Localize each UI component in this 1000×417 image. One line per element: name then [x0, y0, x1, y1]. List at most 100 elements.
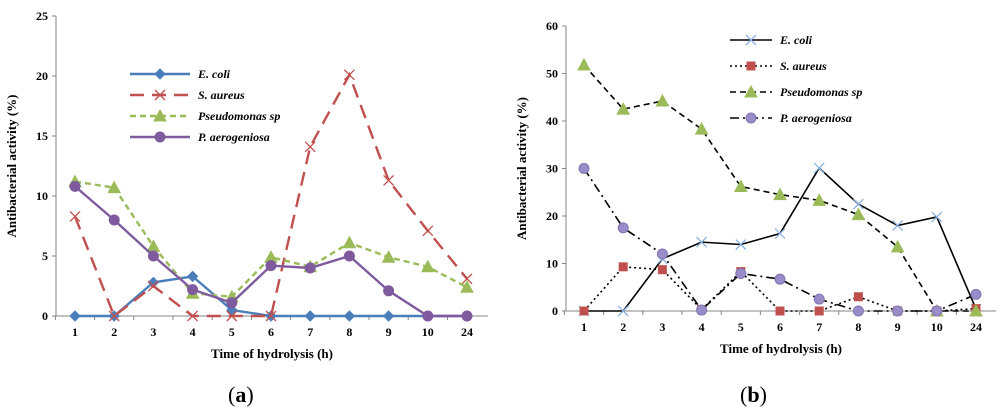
series-line	[583, 64, 976, 312]
y-axis-title: Antibacterial activity (%)	[514, 97, 529, 240]
data-point-marker	[343, 69, 355, 81]
data-point-marker	[970, 288, 982, 300]
y-tick-label: 10	[36, 189, 48, 203]
data-point-marker	[107, 180, 122, 194]
data-point-marker	[577, 57, 591, 71]
data-point-marker	[616, 102, 631, 115]
y-axis-title: Antibacterial activity (%)	[4, 95, 19, 238]
series-p-aerogeniosa	[578, 163, 982, 317]
x-axis-title: Time of hydrolysis (h)	[211, 346, 333, 361]
data-point-marker	[812, 193, 827, 206]
data-point-marker	[931, 211, 943, 223]
series-line	[583, 265, 977, 312]
series-line	[73, 71, 468, 318]
data-point-marker	[461, 273, 473, 285]
data-point-marker	[383, 285, 395, 297]
y-tick-label: 20	[36, 69, 48, 83]
y-tick-label: 60	[546, 19, 558, 33]
x-tick-label: 1	[581, 320, 587, 334]
x-tick-label: 1	[72, 325, 78, 339]
y-tick-label: 5	[42, 249, 48, 263]
legend-label: E. coli	[779, 33, 813, 47]
y-tick-label: 0	[552, 304, 558, 318]
data-point-marker	[618, 262, 628, 272]
series-pseudomonas-sp	[68, 174, 474, 303]
data-point-marker	[381, 250, 396, 263]
y-tick-label: 40	[546, 114, 558, 128]
data-point-legend-marker	[746, 61, 756, 71]
data-point-marker	[696, 236, 708, 248]
x-tick-label: 6	[777, 320, 783, 334]
x-tick-label: 3	[659, 320, 665, 334]
data-point-marker	[656, 248, 668, 260]
data-point-legend-marker	[154, 131, 166, 143]
legend-label: S. aureus	[780, 59, 827, 73]
x-tick-label: 5	[738, 320, 744, 334]
data-point-marker	[892, 220, 904, 231]
data-point-legend-marker	[153, 108, 167, 122]
legend-label: S. aureus	[198, 88, 245, 102]
x-tick-label: 9	[386, 325, 392, 339]
data-point-marker	[420, 259, 435, 273]
series-line	[75, 275, 467, 318]
data-point-marker	[69, 210, 81, 222]
data-point-marker	[304, 310, 316, 322]
x-tick-label: 2	[620, 320, 626, 334]
x-tick-label: 24	[970, 320, 982, 334]
data-point-marker	[265, 310, 277, 322]
series-p-aerogeniosa	[69, 180, 473, 322]
x-tick-label: 3	[150, 325, 156, 339]
x-tick-label: 4	[190, 325, 196, 339]
legend-item: E. coli	[130, 67, 231, 81]
data-point-marker	[343, 250, 355, 262]
data-point-marker	[108, 214, 120, 226]
data-point-marker	[813, 293, 825, 305]
legend-item: P. aerogeniosa	[130, 130, 270, 144]
data-point-marker	[108, 310, 120, 322]
y-tick-label: 10	[546, 257, 558, 271]
data-point-legend-marker	[154, 68, 166, 80]
data-point-marker	[226, 297, 238, 309]
data-point-marker	[931, 305, 943, 317]
data-point-marker	[422, 225, 434, 237]
legend-label: P. aerogeniosa	[780, 111, 852, 125]
legend-item: Pseudomonas sp	[730, 84, 862, 99]
y-tick-label: 15	[36, 129, 48, 143]
chart-panel-b: 0 10 20 30 40 50 60 1 2 3 4 5 6 7 8 9 10 24 Time of hydrol…	[514, 19, 996, 356]
data-point-legend-marker	[154, 89, 166, 101]
data-point-marker	[579, 306, 589, 316]
data-point-legend-marker	[745, 34, 757, 46]
legend-label: Pseudomonas sp	[198, 109, 280, 123]
data-point-marker	[343, 310, 356, 322]
data-point-marker	[617, 305, 629, 317]
legend-item: S. aureus	[730, 59, 827, 73]
data-point-marker	[851, 207, 866, 221]
data-point-marker	[773, 187, 787, 201]
x-tick-label: 10	[422, 325, 434, 339]
series-e-coli	[578, 162, 982, 317]
data-point-marker	[460, 280, 474, 293]
y-tick-label: 25	[36, 9, 48, 23]
data-point-legend-marker	[745, 112, 757, 124]
data-point-legend-marker	[744, 84, 758, 98]
x-tick-label: 8	[346, 325, 352, 339]
data-point-marker	[657, 265, 667, 275]
data-point-marker	[69, 310, 81, 322]
x-tick-label: 5	[229, 325, 235, 339]
x-tick-label: 4	[699, 320, 705, 334]
data-point-marker	[813, 162, 825, 174]
data-point-marker	[969, 303, 983, 317]
panel-label-b: (b)	[740, 382, 767, 407]
series-s-aureus	[69, 69, 473, 322]
legend-item: E. coli	[730, 33, 813, 47]
legend-label: E. coli	[197, 67, 231, 81]
data-point-marker	[342, 235, 357, 249]
x-tick-label: 2	[111, 325, 117, 339]
data-point-marker	[852, 198, 864, 210]
panel-label-a: (a)	[228, 382, 254, 407]
data-point-marker	[733, 179, 748, 193]
data-point-marker	[892, 305, 904, 317]
data-point-marker	[696, 304, 708, 316]
data-point-marker	[578, 163, 590, 174]
data-point-marker	[617, 222, 629, 234]
